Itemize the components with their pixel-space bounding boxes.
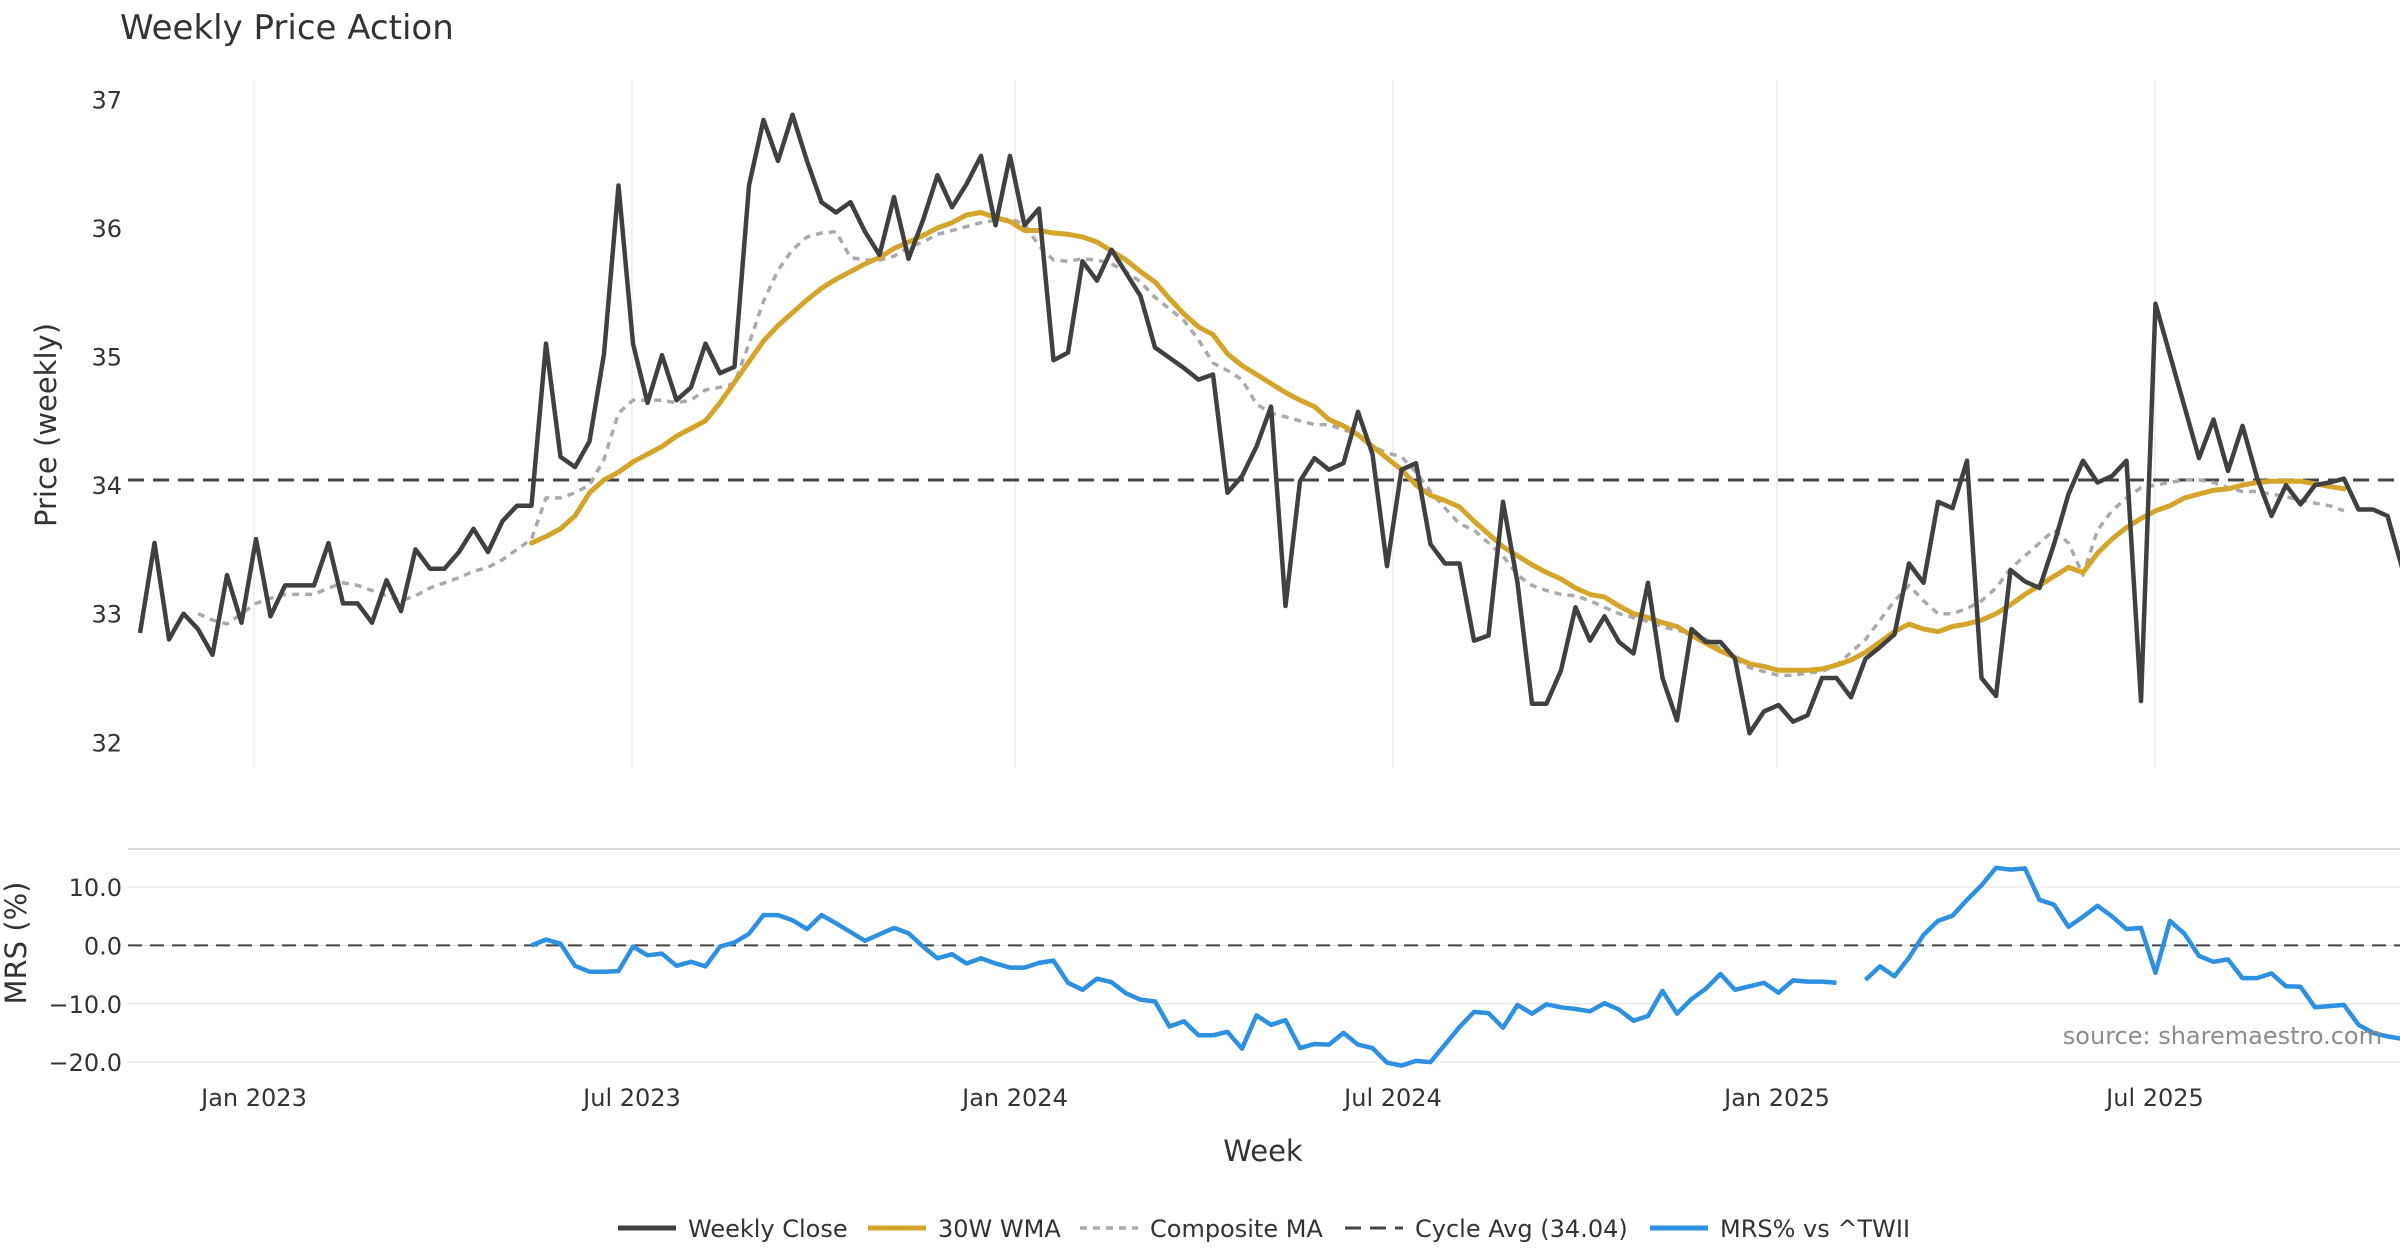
x-tick-label: Jan 2023 bbox=[199, 1084, 307, 1112]
x-tick-label: Jul 2023 bbox=[581, 1084, 681, 1112]
source-credit: source: sharemaestro.com bbox=[2063, 1022, 2382, 1050]
legend-label-wma: 30W WMA bbox=[938, 1215, 1061, 1243]
price-y-tick-label: 32 bbox=[91, 729, 122, 757]
wma-30w-line bbox=[529, 210, 2347, 673]
mrs-y-tick-label: 0.0 bbox=[84, 932, 122, 960]
weekly-close-line bbox=[137, 112, 2400, 736]
price-y-ticks: 32 33 34 35 36 37 bbox=[91, 86, 122, 757]
price-panel-grid bbox=[253, 80, 2156, 768]
x-tick-label: Jan 2024 bbox=[960, 1084, 1068, 1112]
price-y-tick-label: 34 bbox=[91, 472, 122, 500]
x-tick-label: Jan 2025 bbox=[1722, 1084, 1830, 1112]
composite-ma-line bbox=[197, 217, 2345, 678]
mrs-line bbox=[530, 865, 2400, 1068]
x-axis-label: Week bbox=[1223, 1134, 1303, 1168]
legend-label-composite: Composite MA bbox=[1150, 1215, 1323, 1243]
legend-label-close: Weekly Close bbox=[688, 1215, 848, 1243]
price-y-tick-label: 33 bbox=[91, 601, 122, 629]
price-y-tick-label: 37 bbox=[91, 86, 122, 114]
mrs-y-axis-label: MRS (%) bbox=[0, 882, 33, 1005]
mrs-y-tick-label: −20.0 bbox=[48, 1049, 122, 1077]
mrs-line-segment bbox=[530, 912, 1837, 1068]
chart-title: Weekly Price Action bbox=[120, 8, 454, 48]
x-ticks: Jan 2023 Jul 2023 Jan 2024 Jul 2024 Jan 2025… bbox=[199, 1084, 2204, 1112]
mrs-line-segment bbox=[1863, 865, 2400, 1041]
x-tick-label: Jul 2025 bbox=[2104, 1084, 2204, 1112]
price-y-tick-label: 35 bbox=[91, 343, 122, 371]
mrs-y-ticks: 10.0 0.0 −10.0 −20.0 bbox=[48, 874, 122, 1077]
price-y-tick-label: 36 bbox=[91, 215, 122, 243]
legend: Weekly Close 30W WMA Composite MA Cycle Avg… bbox=[618, 1215, 1910, 1243]
legend-label-mrs: MRS% vs ^TWII bbox=[1720, 1215, 1910, 1243]
legend-label-cycle: Cycle Avg (34.04) bbox=[1415, 1215, 1628, 1243]
mrs-y-tick-label: −10.0 bbox=[48, 991, 122, 1019]
x-tick-label: Jul 2024 bbox=[1342, 1084, 1442, 1112]
mrs-y-tick-label: 10.0 bbox=[69, 874, 122, 902]
price-y-axis-label: Price (weekly) bbox=[29, 323, 63, 527]
